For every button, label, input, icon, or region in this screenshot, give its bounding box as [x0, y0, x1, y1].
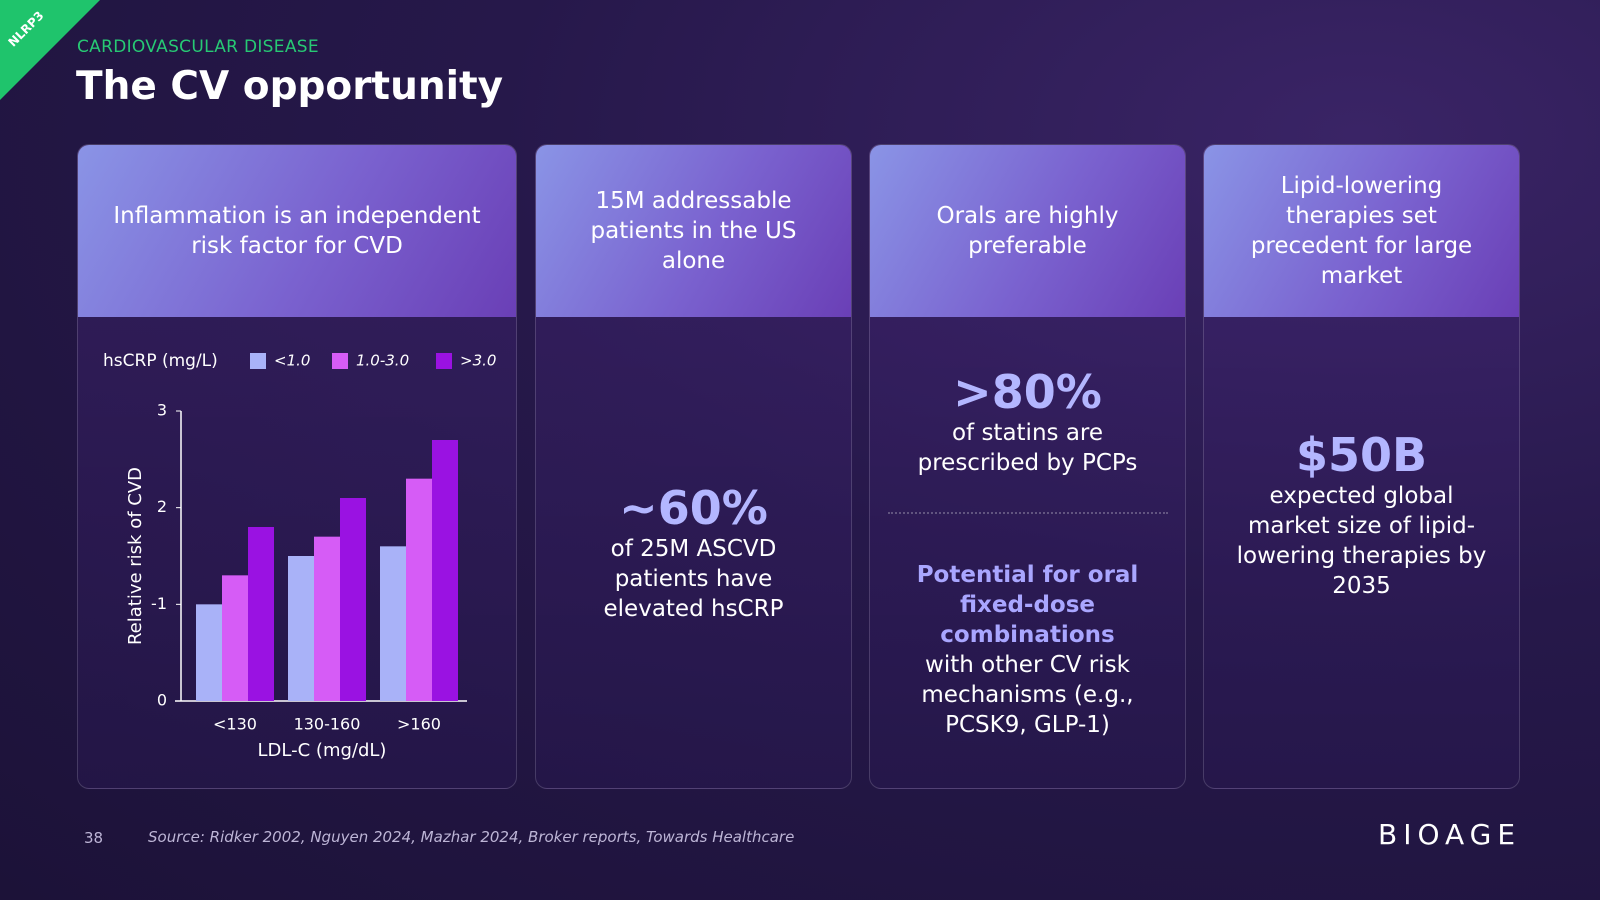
legend-swatch	[436, 353, 452, 369]
bar	[432, 440, 458, 701]
y-tick-label: 2	[157, 497, 167, 516]
card-heading: Lipid-lowering therapies set precedent f…	[1204, 145, 1519, 317]
card-body: >80% of statins are prescribed by PCPs P…	[870, 317, 1185, 788]
card: 15M addressable patients in the US alone…	[535, 144, 852, 789]
legend-swatch	[332, 353, 348, 369]
title: The CV opportunity	[76, 64, 504, 109]
stat: $50B	[1295, 428, 1428, 482]
bar	[340, 498, 366, 701]
x-tick-label: 130-160	[294, 715, 361, 734]
y-tick-label: 3	[157, 401, 167, 420]
note: with other CV risk mechanisms (e.g., PCS…	[921, 651, 1134, 738]
bar	[406, 478, 432, 701]
card-heading: 15M addressable patients in the US alone	[536, 145, 851, 317]
legend-label: <1.0	[274, 352, 310, 370]
page-number: 38	[84, 829, 104, 847]
bar	[248, 527, 274, 701]
bar	[380, 546, 406, 701]
bar	[288, 556, 314, 701]
corner-badge	[0, 0, 100, 100]
logo: BIOAGE	[1378, 818, 1522, 851]
x-tick-label: <130	[213, 715, 257, 734]
bar	[222, 575, 248, 701]
eyebrow: CARDIOVASCULAR DISEASE	[77, 37, 319, 57]
card: Lipid-lowering therapies set precedent f…	[1203, 144, 1520, 789]
highlight: Potential for oral fixed-dose combinatio…	[916, 561, 1139, 648]
stat-text: of statins are prescribed by PCPs	[917, 419, 1138, 476]
legend-swatch	[250, 353, 266, 369]
card-heading: Inflammation is an independent risk fact…	[78, 145, 516, 317]
stat: ~60%	[619, 480, 768, 535]
stat-text: expected global market size of lipid-low…	[1236, 483, 1487, 599]
y-tick-label: -1	[151, 594, 167, 613]
x-tick-label: >160	[397, 715, 441, 734]
card: Inflammation is an independent risk fact…	[77, 144, 517, 789]
y-axis-label: Relative risk of CVD	[125, 467, 146, 645]
legend-title: hsCRP (mg/L)	[103, 351, 218, 371]
legend-label: >3.0	[460, 352, 496, 370]
y-tick-label: 0	[157, 691, 167, 710]
card-heading: Orals are highly preferable	[870, 145, 1185, 317]
card-body: $50B expected global market size of lipi…	[1204, 317, 1519, 788]
card-body: ~60% of 25M ASCVD patients have elevated…	[536, 317, 851, 788]
bar	[196, 604, 222, 701]
stat: >80%	[953, 364, 1102, 419]
source: Source: Ridker 2002, Nguyen 2024, Mazhar…	[148, 828, 795, 846]
divider	[887, 511, 1168, 514]
card: Orals are highly preferable >80% of stat…	[869, 144, 1186, 789]
bar	[314, 536, 340, 701]
chart: hsCRP (mg/L) <1.0 1.0-3.0 >3.0 0 -1 2 3 Relative…	[103, 351, 496, 761]
legend-label: 1.0-3.0	[356, 352, 409, 370]
x-axis-label: LDL-C (mg/dL)	[258, 740, 387, 761]
stat-text: of 25M ASCVD patients have elevated hsCR…	[603, 535, 784, 622]
